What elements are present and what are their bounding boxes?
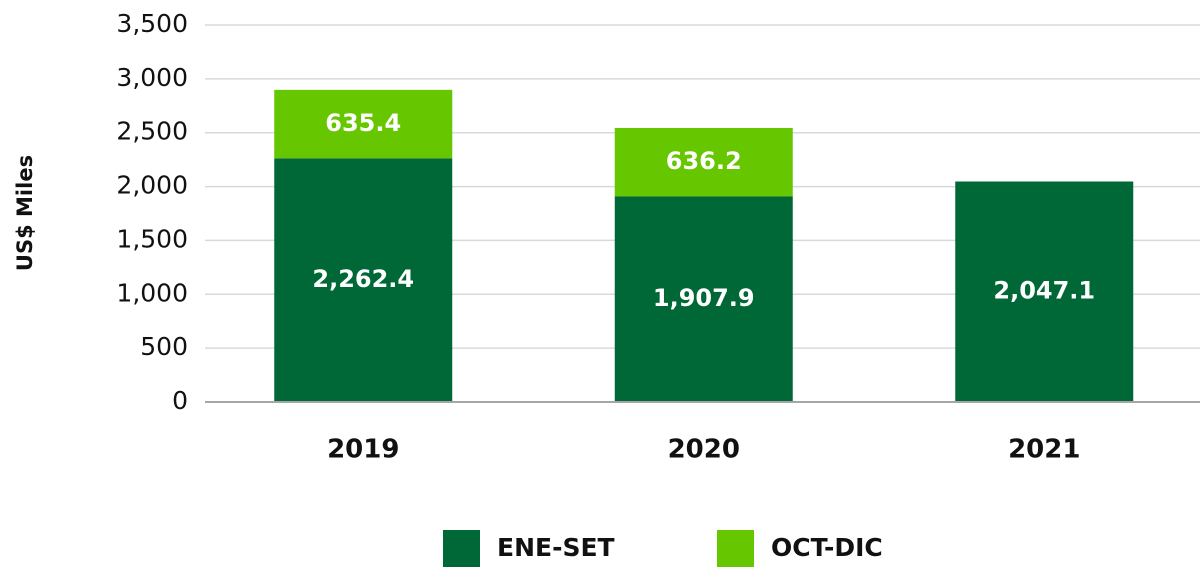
value-label: 2,047.1 xyxy=(993,277,1095,305)
y-tick-label: 1,000 xyxy=(116,278,188,307)
legend-label: OCT-DIC xyxy=(771,533,883,562)
value-label: 636.2 xyxy=(666,147,742,175)
y-tick-label: 1,500 xyxy=(116,224,188,253)
x-tick-label: 2019 xyxy=(327,435,399,465)
y-tick-label: 500 xyxy=(140,332,188,361)
y-axis-label: US$ Miles xyxy=(13,155,37,271)
y-tick-label: 3,500 xyxy=(116,9,188,38)
x-tick-label: 2020 xyxy=(668,435,740,465)
bar-segment xyxy=(274,89,453,159)
bar-segment xyxy=(955,181,1134,402)
y-tick-label: 2,000 xyxy=(116,171,188,200)
legend-label: ENE-SET xyxy=(497,533,615,562)
legend-swatch xyxy=(717,530,754,567)
bar-segment xyxy=(614,196,793,402)
bar-segment xyxy=(614,127,793,197)
y-tick-label: 3,000 xyxy=(116,63,188,92)
value-label: 2,262.4 xyxy=(312,265,414,293)
legend-swatch xyxy=(443,530,480,567)
x-tick-label: 2021 xyxy=(1008,435,1080,465)
y-tick-label: 0 xyxy=(172,386,188,415)
value-label: 1,907.9 xyxy=(653,284,755,312)
value-label: 635.4 xyxy=(325,109,401,137)
y-tick-label: 2,500 xyxy=(116,117,188,146)
bar-segment xyxy=(274,158,453,402)
